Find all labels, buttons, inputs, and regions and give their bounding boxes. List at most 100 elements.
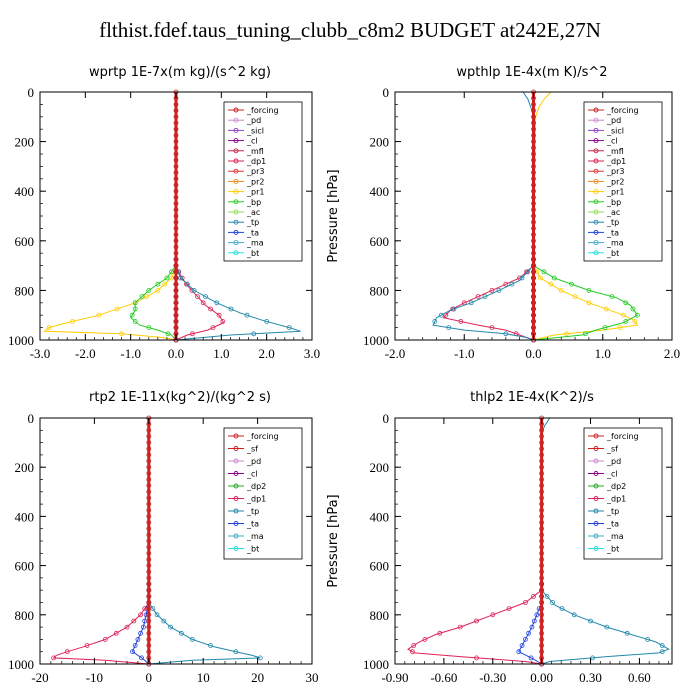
series-point-forcing	[146, 514, 152, 519]
series-point-bp	[630, 306, 636, 312]
series-point-forcing	[539, 495, 544, 501]
chart-panel-2: wpthlp 1E-4x(m K)/s^2 Pressure [hPa] -2.0 -…	[326, 65, 680, 361]
series-point-forcing	[146, 495, 152, 501]
series-point-pr1	[155, 287, 161, 293]
y-tick-label: 200	[15, 460, 35, 475]
legend-entry: _bt	[606, 249, 619, 258]
series-point-forcing	[539, 624, 544, 630]
series-point-forcing	[531, 201, 536, 207]
series-point-forcing	[539, 581, 544, 587]
series-point-forcing	[173, 176, 179, 182]
legend-marker	[233, 433, 239, 439]
series-point-forcing	[531, 163, 536, 169]
series-point-pr1	[558, 287, 564, 293]
series-point-pr1	[144, 294, 149, 300]
x-tick-label: -2.0	[75, 346, 96, 361]
legend-entry: _pr2	[246, 177, 264, 186]
series-point-forcing	[173, 108, 179, 113]
series-point-forcing	[173, 170, 179, 176]
series-point-tp	[208, 643, 213, 648]
y-tick-label: 600	[370, 234, 390, 249]
series-point-forcing	[531, 207, 536, 213]
series-point-pr1	[603, 306, 609, 312]
series-point-tp	[482, 294, 488, 300]
y-tick-label: 800	[15, 283, 35, 298]
series-point-forcing	[531, 281, 536, 287]
series-point-forcing	[539, 440, 544, 446]
series-point-forcing	[531, 182, 536, 188]
series-point-forcing	[173, 287, 179, 293]
legend-entry: _pr3	[606, 167, 624, 176]
y-tick-label: 0	[383, 85, 390, 100]
y-tick-label: 1000	[8, 657, 34, 672]
legend-entry: _dp1	[606, 495, 626, 504]
series-point-dp1	[189, 331, 195, 337]
x-tick-label: 1.0	[213, 346, 229, 361]
series-point-forcing	[539, 464, 544, 470]
legend-entry: _cl	[246, 470, 258, 479]
series-point-dp1	[474, 618, 479, 624]
series-point-pr1	[564, 331, 569, 337]
y-tick-label: 200	[370, 460, 390, 475]
series-point-dp1	[131, 618, 137, 624]
legend-entry: _dp2	[606, 482, 626, 491]
x-tick-label: -1.0	[454, 346, 475, 361]
series-point-tp	[154, 612, 160, 618]
legend-marker	[593, 446, 599, 451]
series-point-tp	[588, 618, 593, 624]
legend-marker	[593, 199, 599, 205]
series-point-forcing	[146, 618, 152, 624]
y-tick-label: 200	[370, 135, 390, 150]
series-point-forcing	[531, 114, 536, 120]
legend-entry: _cl	[246, 137, 258, 146]
x-tick-label: 3.0	[304, 346, 320, 361]
series-point-ta	[135, 637, 141, 642]
series-point-tp	[645, 637, 650, 642]
legend-marker	[233, 219, 239, 225]
series-point-ta	[519, 643, 525, 648]
series-point-tp	[509, 281, 515, 287]
chart-panel-1: wprtp 1E-7x(m kg)/(s^2 kg)Pressure [hPa]…	[8, 65, 320, 361]
legend-marker	[233, 138, 239, 144]
series-point-forcing	[539, 532, 544, 538]
series-point-dp1	[489, 325, 495, 331]
series-point-bp	[132, 318, 138, 324]
series-point-bp	[623, 300, 629, 306]
x-tick-label: -0.30	[479, 670, 506, 685]
series-point-forcing	[173, 318, 179, 324]
series-point-forcing	[539, 569, 544, 575]
series-point-forcing	[531, 269, 536, 275]
series-point-bp	[132, 300, 138, 306]
series-point-forcing	[531, 176, 536, 182]
series-point-bp	[155, 281, 161, 287]
legend-marker	[233, 117, 239, 123]
series-point-dp1	[113, 630, 119, 636]
series-point-forcing	[539, 649, 544, 655]
legend-entry: _sicl	[246, 126, 264, 135]
series-point-forcing	[531, 232, 536, 238]
legend-entry: _pr1	[246, 188, 264, 197]
series-point-tp	[451, 306, 457, 312]
series-point-forcing	[173, 120, 179, 126]
legend-entry: _ta	[246, 228, 259, 237]
series-point-forcing	[146, 557, 152, 562]
series-line-dp1	[175, 92, 225, 341]
x-tick-label: 0.0	[168, 346, 184, 361]
x-tick-label: 1.0	[595, 346, 611, 361]
series-point-forcing	[539, 643, 544, 648]
series-point-forcing	[146, 440, 152, 446]
chart-panel-4: thlp2 1E-4x(K^2)/s Pressure [hPa] -0.90 -0.…	[326, 390, 673, 685]
series-line-dp1	[442, 92, 534, 341]
legend-marker	[233, 471, 239, 476]
series-point-forcing	[531, 318, 536, 324]
legend-entry: _pd	[246, 457, 261, 466]
series-point-bp	[609, 294, 615, 300]
series-point-tp	[244, 312, 250, 318]
panel-title: wpthlp 1E-4x(m K)/s^2	[456, 65, 607, 80]
series-point-forcing	[173, 145, 179, 151]
series-point-forcing	[539, 557, 544, 562]
series-point-bp	[129, 312, 135, 318]
y-tick-label: 1000	[363, 657, 389, 672]
series-point-tp	[496, 287, 502, 293]
series-point-forcing	[146, 581, 152, 587]
